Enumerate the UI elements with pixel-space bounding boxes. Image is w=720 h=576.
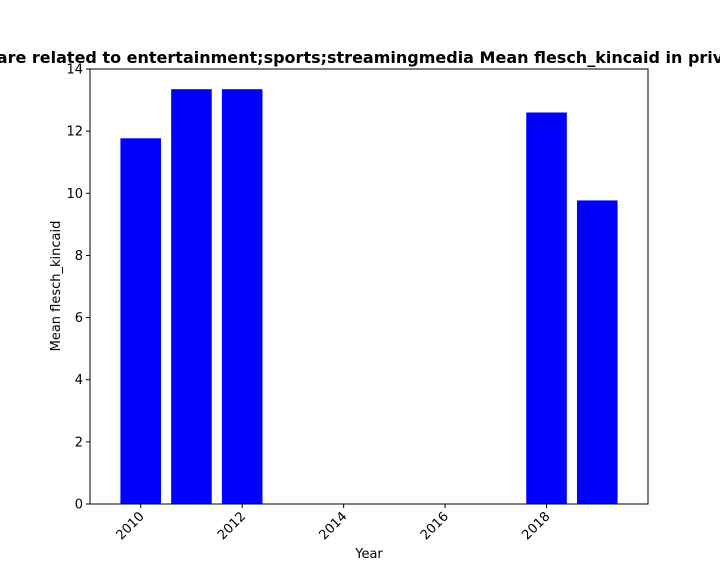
y-tick-label: 10 bbox=[66, 187, 83, 202]
x-tick-label: 2012 bbox=[215, 509, 249, 543]
y-axis-label: Mean flesch_kincaid bbox=[49, 221, 64, 352]
bar-2019 bbox=[576, 200, 618, 505]
bar-2018 bbox=[526, 112, 567, 504]
y-tick-label: 12 bbox=[66, 125, 83, 140]
x-tick-label: 2016 bbox=[418, 509, 452, 543]
y-tick-label: 2 bbox=[75, 435, 83, 450]
chart-title: are related to entertainment;sports;stre… bbox=[0, 48, 720, 67]
x-tick-label: 2014 bbox=[316, 509, 350, 543]
y-tick-label: 8 bbox=[75, 249, 83, 264]
y-tick-label: 14 bbox=[66, 63, 83, 78]
bar-2011 bbox=[171, 89, 212, 505]
x-axis: 2010 2012 2014 2016 2018 bbox=[114, 504, 553, 543]
plot-frame bbox=[89, 68, 649, 505]
x-tick-label: 2018 bbox=[519, 509, 553, 543]
y-axis: 0 2 4 6 8 10 12 14 bbox=[66, 63, 90, 513]
x-axis-label: Year bbox=[354, 547, 383, 562]
x-tick-label: 2010 bbox=[114, 509, 148, 543]
bars bbox=[120, 89, 618, 505]
bar-2010 bbox=[120, 138, 162, 504]
y-tick-label: 6 bbox=[75, 311, 83, 326]
y-tick-label: 0 bbox=[75, 498, 83, 513]
bar-2012 bbox=[221, 89, 263, 505]
y-tick-label: 4 bbox=[75, 373, 83, 388]
